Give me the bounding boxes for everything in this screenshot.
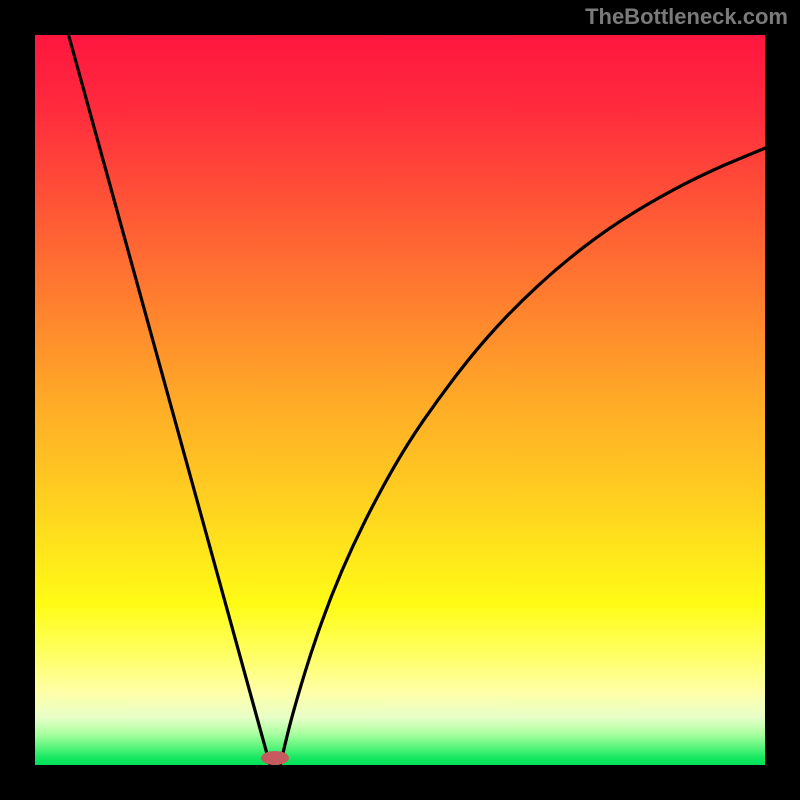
background-gradient — [35, 35, 765, 765]
plot-area — [35, 35, 765, 765]
chart-frame: TheBottleneck.com — [0, 0, 800, 800]
watermark-text: TheBottleneck.com — [585, 4, 788, 30]
trough-marker — [261, 751, 289, 765]
